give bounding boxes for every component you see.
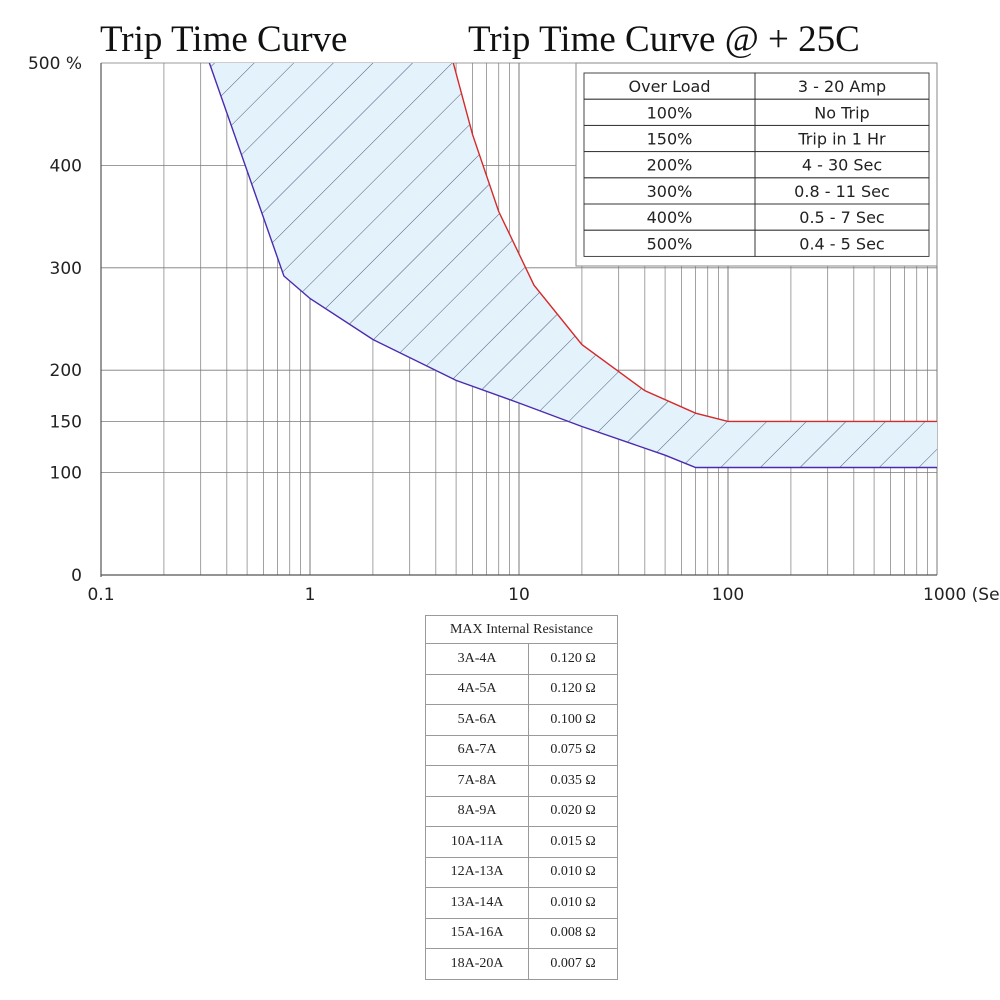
x-tick-label: 1 bbox=[305, 585, 316, 605]
resistance-row: 7A-8A 0.035 Ω bbox=[424, 765, 618, 797]
resistance-table-body: 3A-4A 0.120 Ω 4A-5A 0.120 Ω 5A-6A 0.100 Ω 6A-7… bbox=[424, 643, 618, 980]
current-range: 4A-5A bbox=[424, 673, 530, 705]
overload-value: 150% bbox=[647, 130, 693, 149]
overload-value: 400% bbox=[647, 208, 693, 227]
resistance-table: MAX Internal Resistance 3A-4A 0.120 Ω 4A-5… bbox=[424, 615, 618, 980]
trip-band-fill bbox=[209, 63, 937, 468]
trip-time-chart: 0.1 1 10 100 1000 (Sec.) 0 100 150 200 300 400 500 … bbox=[28, 54, 1000, 605]
y-tick-label: 200 bbox=[50, 361, 82, 381]
amp-header: 3 - 20 Amp bbox=[798, 77, 886, 96]
resistance-row: 10A-11A 0.015 Ω bbox=[424, 826, 618, 858]
resistance-row: 18A-20A 0.007 Ω bbox=[424, 948, 618, 980]
resistance-value: 0.010 Ω bbox=[528, 887, 618, 919]
current-range: 13A-14A bbox=[424, 887, 530, 919]
overload-table-bg bbox=[575, 62, 938, 267]
overload-table: Over Load 3 - 20 Amp 100% No Trip 150% Trip i… bbox=[575, 62, 938, 267]
trip-time-value: Trip in 1 Hr bbox=[797, 130, 886, 149]
overload-value: 200% bbox=[647, 156, 693, 175]
current-range: 5A-6A bbox=[424, 704, 530, 736]
overload-value: 300% bbox=[647, 182, 693, 201]
resistance-row: 8A-9A 0.020 Ω bbox=[424, 795, 618, 827]
resistance-value: 0.008 Ω bbox=[528, 917, 618, 949]
y-tick-label: 100 bbox=[50, 464, 82, 484]
x-tick-label: 100 bbox=[712, 585, 744, 605]
current-range: 6A-7A bbox=[424, 734, 530, 766]
resistance-value: 0.020 Ω bbox=[528, 795, 618, 827]
resistance-value: 0.120 Ω bbox=[528, 643, 618, 675]
y-tick-label: 500 % bbox=[28, 54, 82, 74]
current-range: 15A-16A bbox=[424, 917, 530, 949]
current-range: 12A-13A bbox=[424, 856, 530, 888]
chart-title-right: Trip Time Curve @ + 25C bbox=[468, 19, 860, 60]
x-tick-label: 0.1 bbox=[87, 585, 114, 605]
current-range: 3A-4A bbox=[424, 643, 530, 675]
x-tick-label: 10 bbox=[508, 585, 530, 605]
resistance-value: 0.035 Ω bbox=[528, 765, 618, 797]
resistance-row: 6A-7A 0.075 Ω bbox=[424, 734, 618, 766]
overload-cell bbox=[754, 229, 930, 257]
resistance-row: 5A-6A 0.100 Ω bbox=[424, 704, 618, 736]
chart-title-left: Trip Time Curve bbox=[100, 19, 348, 60]
resistance-value: 0.120 Ω bbox=[528, 673, 618, 705]
resistance-row: 15A-16A 0.008 Ω bbox=[424, 917, 618, 949]
y-tick-label: 150 bbox=[50, 412, 82, 432]
overload-value: 500% bbox=[647, 234, 693, 253]
y-tick-label: 400 bbox=[50, 156, 82, 176]
current-range: 10A-11A bbox=[424, 826, 530, 858]
resistance-row: 3A-4A 0.120 Ω bbox=[424, 643, 618, 675]
current-range: 7A-8A bbox=[424, 765, 530, 797]
resistance-value: 0.010 Ω bbox=[528, 856, 618, 888]
resistance-row: 4A-5A 0.120 Ω bbox=[424, 673, 618, 705]
min-trip-curve bbox=[208, 63, 937, 469]
resistance-value: 0.100 Ω bbox=[528, 704, 618, 736]
max-trip-curve bbox=[452, 63, 937, 423]
resistance-row: 13A-14A 0.010 Ω bbox=[424, 887, 618, 919]
overload-value: 100% bbox=[647, 103, 693, 122]
current-range: 8A-9A bbox=[424, 795, 530, 827]
y-tick-label: 0 bbox=[71, 566, 82, 586]
resistance-table-title: MAX Internal Resistance bbox=[425, 615, 618, 644]
trip-time-value: 0.8 - 11 Sec bbox=[794, 182, 890, 201]
current-range: 18A-20A bbox=[424, 948, 530, 980]
trip-time-value: 4 - 30 Sec bbox=[802, 156, 882, 175]
resistance-value: 0.075 Ω bbox=[528, 734, 618, 766]
trip-time-value: 0.4 - 5 Sec bbox=[799, 234, 884, 253]
resistance-row: 12A-13A 0.010 Ω bbox=[424, 856, 618, 888]
trip-time-value: 0.5 - 7 Sec bbox=[799, 208, 884, 227]
resistance-value: 0.007 Ω bbox=[528, 948, 618, 980]
trip-time-value: No Trip bbox=[814, 103, 869, 122]
x-tick-label: 1000 (Sec.) bbox=[923, 585, 1000, 605]
y-tick-label: 300 bbox=[50, 259, 82, 279]
resistance-value: 0.015 Ω bbox=[528, 826, 618, 858]
overload-header: Over Load bbox=[629, 77, 711, 96]
tick-labels: 0.1 1 10 100 1000 (Sec.) 0 100 150 200 300 400 500 … bbox=[28, 54, 1000, 605]
